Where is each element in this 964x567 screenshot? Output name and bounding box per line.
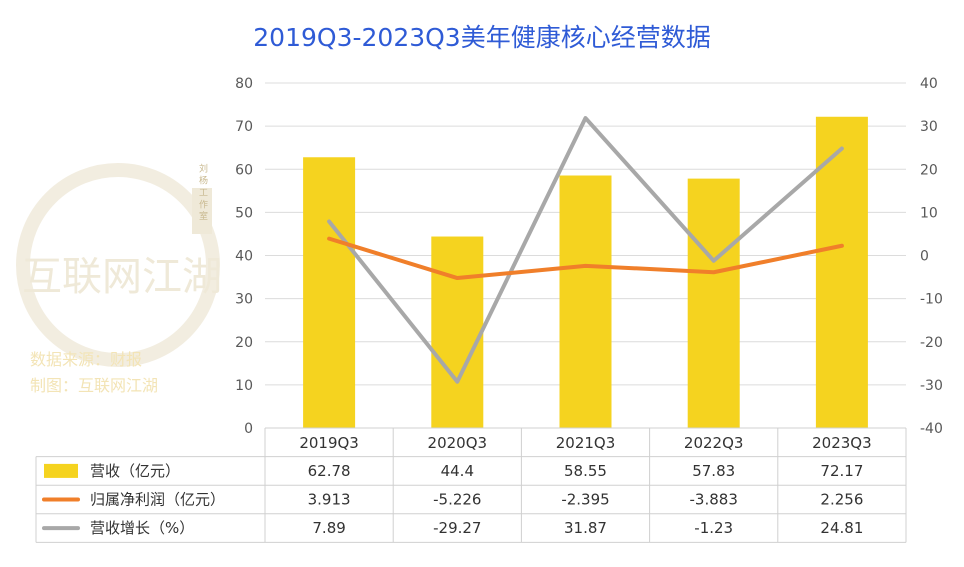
category-label: 2023Q3 — [812, 434, 872, 452]
data-cell: 72.17 — [820, 462, 863, 480]
right-tick-label: 30 — [920, 119, 938, 135]
left-tick-label: 70 — [235, 119, 253, 135]
left-tick-label: 40 — [235, 249, 253, 265]
category-label: 2021Q3 — [556, 434, 616, 452]
line-layer — [327, 116, 844, 384]
right-tick-label: -20 — [920, 335, 943, 351]
watermark-seal — [192, 188, 212, 234]
data-cell: 31.87 — [564, 519, 607, 537]
data-cell: -2.395 — [561, 491, 609, 509]
right-axis: -40 -30 -20 -10 0 10 20 30 40 — [920, 76, 943, 437]
data-cell: 3.913 — [308, 491, 351, 509]
left-tick-label: 20 — [235, 335, 253, 351]
left-tick-label: 50 — [235, 205, 253, 221]
data-cell: 24.81 — [820, 519, 863, 537]
left-tick-label: 80 — [235, 76, 253, 92]
watermark-logo-text: 互联网江湖 — [22, 254, 222, 300]
left-tick-label: 60 — [235, 162, 253, 178]
data-cell: -1.23 — [694, 519, 733, 537]
left-axis: 0 10 20 30 40 50 60 70 80 — [235, 76, 253, 437]
right-tick-label: 40 — [920, 76, 938, 92]
data-cell: -3.883 — [690, 491, 738, 509]
data-cell: 44.4 — [441, 462, 474, 480]
left-tick-label: 0 — [244, 421, 253, 437]
left-tick-label: 30 — [235, 292, 253, 308]
data-cell: 58.55 — [564, 462, 607, 480]
category-label: 2019Q3 — [299, 434, 359, 452]
category-label: 2020Q3 — [428, 434, 488, 452]
watermark-seal-text: 刘 杨 工 作 室 — [197, 163, 208, 221]
data-cell: 2.256 — [820, 491, 863, 509]
series-name-1: 归属净利润（亿元） — [90, 491, 225, 509]
right-tick-label: 10 — [920, 205, 938, 221]
right-tick-label: 0 — [920, 249, 929, 265]
series-name-2: 营收增长（%） — [90, 519, 194, 537]
right-tick-label: -10 — [920, 292, 943, 308]
data-cell: 57.83 — [692, 462, 735, 480]
bar-revenue-2023Q3 — [815, 116, 868, 428]
category-label: 2022Q3 — [684, 434, 744, 452]
chart-title: 2019Q3-2023Q3美年健康核心经营数据 — [253, 23, 710, 52]
data-table: 2019Q3 2020Q3 2021Q3 2022Q3 2023Q3 营收（亿元） 62.7… — [35, 427, 907, 543]
right-tick-label: -40 — [920, 421, 943, 437]
maker-note: 制图：互联网江湖 — [30, 376, 158, 395]
watermark-circle — [16, 163, 220, 367]
data-cell: -5.226 — [433, 491, 481, 509]
data-cell: 7.89 — [312, 519, 345, 537]
legend-swatch-0 — [44, 463, 78, 478]
data-cell: -29.27 — [433, 519, 481, 537]
bar-layer — [303, 116, 868, 429]
series-name-0: 营收（亿元） — [90, 462, 180, 480]
bar-revenue-2021Q3 — [559, 175, 612, 428]
right-tick-label: -30 — [920, 378, 943, 394]
source-note: 数据来源：财报 — [30, 350, 142, 369]
right-tick-label: 20 — [920, 162, 938, 178]
bar-revenue-2022Q3 — [687, 178, 740, 428]
bar-revenue-2019Q3 — [303, 157, 356, 429]
left-tick-label: 10 — [235, 378, 253, 394]
data-cell: 62.78 — [308, 462, 351, 480]
bar-revenue-2020Q3 — [431, 236, 484, 428]
